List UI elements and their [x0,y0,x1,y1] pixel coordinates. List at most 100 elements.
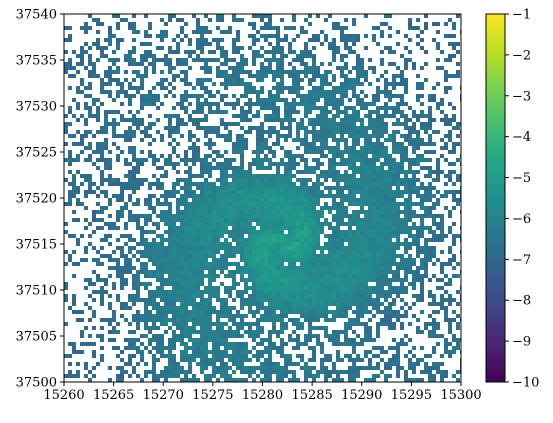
heatmap-cell [336,330,340,334]
heatmap-cell [308,322,312,326]
heatmap-cell [152,294,156,298]
heatmap-cell [292,306,296,310]
heatmap-cell [284,182,288,186]
heatmap-cell [348,318,352,322]
heatmap-cell [372,278,376,282]
heatmap-cell [388,246,392,250]
heatmap-cell [164,290,168,294]
heatmap-cell [320,310,324,314]
heatmap-cell [100,86,104,90]
heatmap-cell [308,270,312,274]
heatmap-cell [348,70,352,74]
heatmap-cell [128,22,132,26]
heatmap-cell [112,338,116,342]
heatmap-cell [220,178,224,182]
heatmap-cell [260,238,264,242]
heatmap-cell [224,238,228,242]
heatmap-cell [152,270,156,274]
heatmap-cell [336,302,340,306]
heatmap-cell [364,330,368,334]
heatmap-cell [72,310,76,314]
heatmap-cell [308,146,312,150]
heatmap-cell [408,214,412,218]
heatmap-cell [324,106,328,110]
heatmap-cell [120,286,124,290]
heatmap-cell [356,262,360,266]
heatmap-cell [264,214,268,218]
heatmap-cell [248,90,252,94]
heatmap-cell [172,302,176,306]
heatmap-cell [88,14,92,18]
heatmap-cell [164,294,168,298]
heatmap-cell [332,278,336,282]
heatmap-cell [232,158,236,162]
heatmap-cell [200,342,204,346]
heatmap-cell [108,158,112,162]
heatmap-cell [344,306,348,310]
heatmap-cell [376,210,380,214]
heatmap-cell [220,338,224,342]
heatmap-cell [168,122,172,126]
heatmap-cell [288,282,292,286]
heatmap-cell [224,74,228,78]
heatmap-cell [88,130,92,134]
heatmap-cell [192,194,196,198]
heatmap-cell [352,18,356,22]
heatmap-cell [336,294,340,298]
heatmap-cell [88,146,92,150]
heatmap-cell [328,226,332,230]
heatmap-cell [244,250,248,254]
heatmap-cell [408,218,412,222]
heatmap-cell [356,274,360,278]
heatmap-cell [272,46,276,50]
heatmap-cell [332,42,336,46]
heatmap-cell [368,170,372,174]
heatmap-cell [168,118,172,122]
heatmap-cell [216,38,220,42]
heatmap-cell [204,346,208,350]
heatmap-cell [332,38,336,42]
heatmap-cell [264,198,268,202]
heatmap-cell [284,38,288,42]
heatmap-cell [328,130,332,134]
heatmap-cell [304,30,308,34]
heatmap-cell [232,94,236,98]
heatmap-cell [352,322,356,326]
heatmap-cell [356,78,360,82]
heatmap-cell [396,274,400,278]
heatmap-cell [196,286,200,290]
heatmap-cell [436,310,440,314]
heatmap-cell [396,142,400,146]
heatmap-cell [256,298,260,302]
heatmap-cell [332,94,336,98]
heatmap-cell [380,302,384,306]
heatmap-cell [264,58,268,62]
heatmap-cell [424,226,428,230]
heatmap-cell [124,174,128,178]
heatmap-cell [368,166,372,170]
heatmap-cell [312,298,316,302]
heatmap-cell [348,34,352,38]
heatmap-cell [284,258,288,262]
heatmap-cell [352,222,356,226]
heatmap-cell [280,134,284,138]
heatmap-cell [312,254,316,258]
heatmap-cell [216,266,220,270]
heatmap-cell [416,278,420,282]
heatmap-cell [200,290,204,294]
heatmap-cell [396,286,400,290]
heatmap-cell [356,282,360,286]
heatmap-cell [340,154,344,158]
heatmap-cell [424,250,428,254]
heatmap-cell [280,74,284,78]
heatmap-cell [232,202,236,206]
heatmap-cell [368,238,372,242]
heatmap-cell [108,82,112,86]
heatmap-cell [344,34,348,38]
heatmap-cell [160,218,164,222]
heatmap-cell [140,138,144,142]
heatmap-cell [268,262,272,266]
heatmap-cell [288,262,292,266]
heatmap-cell [116,214,120,218]
heatmap-cell [312,150,316,154]
